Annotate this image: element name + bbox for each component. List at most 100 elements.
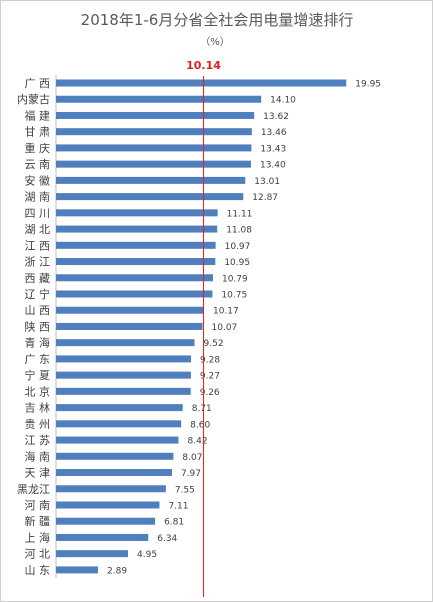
category-label: 江 西 [25,239,51,252]
bar [56,387,191,395]
bar-value-label: 9.28 [200,355,220,365]
bar-value-label: 4.95 [137,550,157,560]
bar-value-label: 19.95 [355,80,381,90]
bar [56,566,99,574]
category-label: 贵 州 [25,418,51,431]
chart-title: 2018年1-6月分省全社会用电量增速排行 [81,11,354,29]
bar [56,501,160,509]
bar [56,95,262,103]
category-label: 吉 林 [25,401,51,415]
bar-value-label: 7.11 [168,501,188,511]
category-label: 广 西 [25,77,51,90]
bar [56,322,203,330]
category-label: 辽 宁 [25,287,51,301]
bar-value-label: 9.26 [200,388,220,398]
category-label: 北 京 [25,384,51,398]
bar [56,452,174,460]
category-label: 河 南 [25,499,51,512]
bar-value-label: 13.46 [261,128,287,138]
bar [56,306,204,314]
bar-value-label: 11.11 [227,209,253,219]
bar [56,128,252,136]
bar [56,144,252,152]
category-label: 宁 夏 [25,368,51,382]
bar-value-label: 13.01 [254,177,280,187]
bar [56,371,191,379]
bars-group: 19.95 14.10 13.62 13.46 13.43 13.40 13.01 12.87… [56,79,381,576]
category-label: 云 南 [25,158,51,171]
bar-value-label: 6.81 [164,518,184,528]
bar-value-label: 10.75 [221,290,247,300]
bar [56,193,244,201]
category-label: 新 疆 [25,514,51,528]
bar [56,517,156,525]
bar-value-label: 7.97 [181,469,201,479]
bar-value-label: 13.40 [260,161,286,171]
bar [56,241,216,249]
bar-value-label: 8.60 [190,420,210,430]
category-label: 陕 西 [25,319,51,333]
bar-value-label: 8.71 [192,404,212,414]
reference-line-group: 10.14 [186,59,221,597]
bar [56,339,195,347]
bar [56,160,251,168]
bar-value-label: 13.62 [263,112,289,122]
bar [56,404,183,412]
category-label: 山 西 [25,304,51,317]
bar-value-label: 10.07 [212,323,238,333]
category-label: 海 南 [25,449,51,463]
category-label: 山 东 [25,564,51,577]
bar [56,533,149,541]
bar [56,274,213,282]
category-label: 上 海 [25,530,51,544]
category-label: 安 徽 [25,173,51,187]
bar [56,225,218,233]
category-label: 浙 江 [25,256,51,269]
category-label: 西 藏 [25,272,51,285]
bar [56,355,192,363]
category-label: 湖 南 [25,191,51,204]
bar-value-label: 10.95 [224,258,250,268]
category-label: 湖 北 [25,223,51,236]
bar-value-label: 11.08 [226,226,252,236]
bar-value-label: 2.89 [107,566,127,576]
category-label: 福 建 [25,108,51,122]
category-label: 广 东 [25,353,51,366]
category-label: 黑龙江 [17,483,50,496]
bar [56,550,129,558]
bar-value-label: 7.55 [175,485,195,495]
bar [56,485,166,493]
category-label: 甘 肃 [25,126,51,139]
category-label: 内蒙古 [17,92,50,106]
reference-line-label: 10.14 [186,59,221,72]
bar-value-label: 6.34 [157,534,177,544]
bar [56,436,179,444]
bar-value-label: 10.17 [213,307,239,317]
bar-value-label: 13.43 [260,144,286,154]
bar-value-label: 14.10 [270,96,296,106]
bar [56,258,216,266]
category-label: 江 苏 [25,434,51,447]
bar-value-label: 10.97 [225,242,251,252]
category-label: 河 北 [25,548,51,561]
category-label: 重 庆 [25,141,51,155]
bar [56,469,172,477]
bar-value-label: 12.87 [252,193,278,203]
bar-value-label: 10.79 [222,274,248,284]
bar [56,176,246,184]
chart-subtitle: （%） [200,36,230,48]
bar-value-label: 8.42 [188,437,208,447]
category-label: 青 海 [25,336,51,350]
category-label: 天 津 [25,467,51,480]
bar-value-label: 8.07 [182,453,202,463]
bar-value-label: 9.27 [200,372,220,382]
bar [56,420,182,428]
bar [56,290,213,298]
category-label: 四 川 [25,207,51,220]
bar [56,209,218,217]
bar-value-label: 9.52 [204,339,224,349]
bar [56,79,347,87]
